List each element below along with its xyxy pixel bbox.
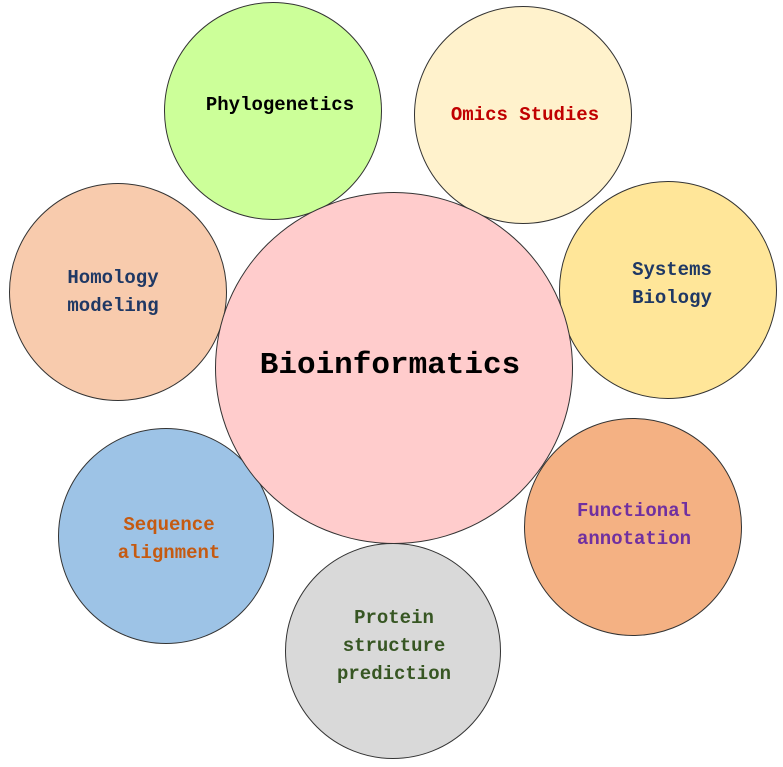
- phylogenetics-label: Phylogenetics: [205, 94, 355, 116]
- phylogenetics-circle: Phylogenetics: [164, 2, 382, 220]
- homology-modeling-circle: Homology modeling: [9, 183, 227, 401]
- bioinformatics-center-circle: Bioinformatics: [215, 192, 573, 544]
- homology-modeling-label: Homology modeling: [67, 267, 159, 317]
- sequence-alignment-label: Sequence alignment: [117, 513, 221, 564]
- omics-studies-label: Omics Studies: [450, 104, 600, 126]
- bioinformatics-center-label: Bioinformatics: [259, 348, 521, 383]
- omics-studies-circle: Omics Studies: [414, 6, 632, 224]
- protein-structure-prediction-label: Protein structure prediction: [336, 607, 452, 685]
- systems-biology-circle: Systems Biology: [559, 181, 777, 399]
- functional-annotation-label: Functional annotation: [576, 500, 692, 550]
- functional-annotation-circle: Functional annotation: [524, 418, 742, 636]
- sequence-alignment-circle: Sequence alignment: [58, 428, 274, 644]
- protein-structure-prediction-circle: Protein structure prediction: [285, 543, 501, 759]
- systems-biology-label: Systems Biology: [632, 259, 712, 309]
